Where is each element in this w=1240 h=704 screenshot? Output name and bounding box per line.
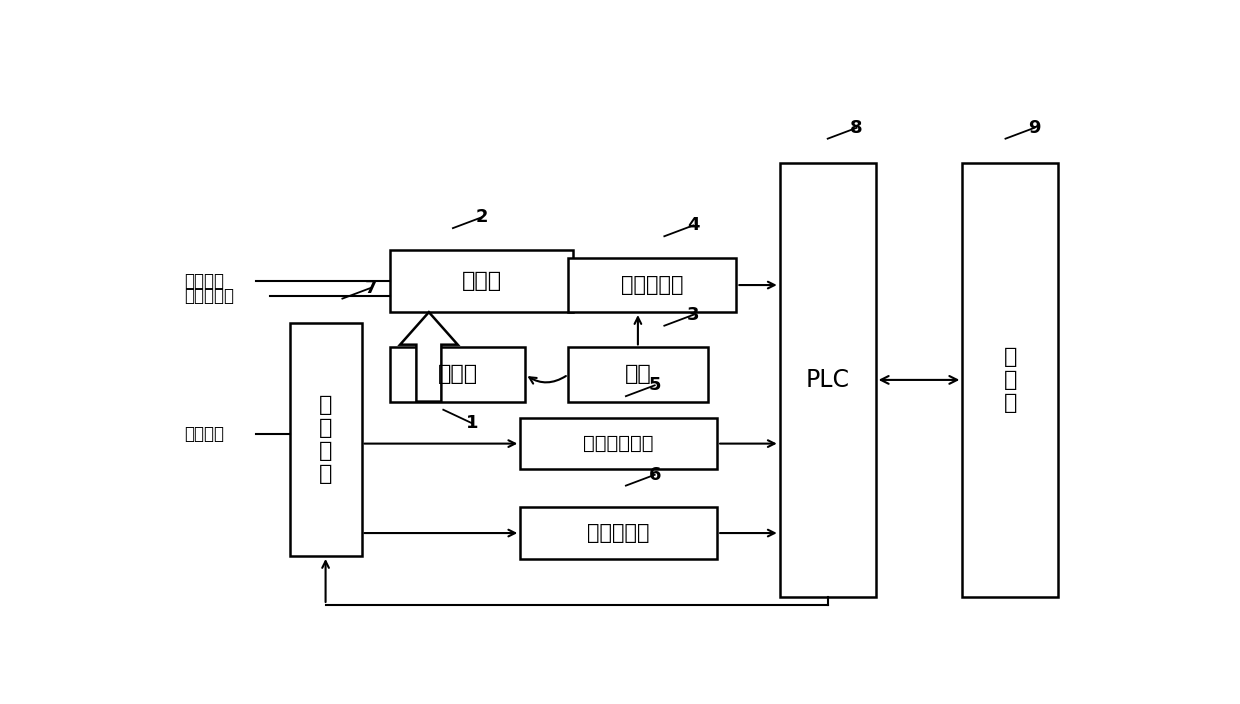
Text: 电机: 电机 bbox=[625, 365, 651, 384]
Text: 上
位
机: 上 位 机 bbox=[1003, 346, 1017, 413]
Text: 3: 3 bbox=[687, 306, 699, 324]
Text: 8: 8 bbox=[851, 119, 863, 137]
Text: 1: 1 bbox=[466, 414, 479, 432]
Bar bbox=[568, 258, 737, 312]
Text: 小齿轮: 小齿轮 bbox=[438, 365, 477, 384]
Polygon shape bbox=[401, 312, 458, 401]
Text: 电流传感器: 电流传感器 bbox=[621, 275, 683, 295]
Text: 5: 5 bbox=[649, 377, 661, 394]
Text: 压力传感器: 压力传感器 bbox=[588, 523, 650, 543]
Text: 7: 7 bbox=[365, 279, 377, 297]
Bar bbox=[780, 163, 875, 597]
Text: 光栏尺传感器: 光栏尺传感器 bbox=[584, 434, 653, 453]
Bar bbox=[290, 323, 362, 556]
Text: 9: 9 bbox=[1028, 119, 1040, 137]
Bar bbox=[568, 347, 708, 401]
Text: 4: 4 bbox=[687, 216, 699, 234]
Text: PLC: PLC bbox=[806, 368, 849, 392]
Bar bbox=[962, 163, 1058, 597]
Text: 机械零位: 机械零位 bbox=[184, 272, 224, 290]
Bar bbox=[521, 418, 717, 470]
Text: 6: 6 bbox=[649, 466, 661, 484]
Text: 维
电
动
台: 维 电 动 台 bbox=[319, 395, 332, 484]
Text: 大齿轮: 大齿轮 bbox=[461, 271, 502, 291]
Bar bbox=[391, 347, 525, 401]
Bar bbox=[391, 250, 573, 312]
Text: 测量终止位: 测量终止位 bbox=[184, 287, 234, 305]
Text: 2: 2 bbox=[475, 208, 489, 226]
Bar bbox=[521, 508, 717, 559]
Text: 初始位置: 初始位置 bbox=[184, 425, 224, 443]
